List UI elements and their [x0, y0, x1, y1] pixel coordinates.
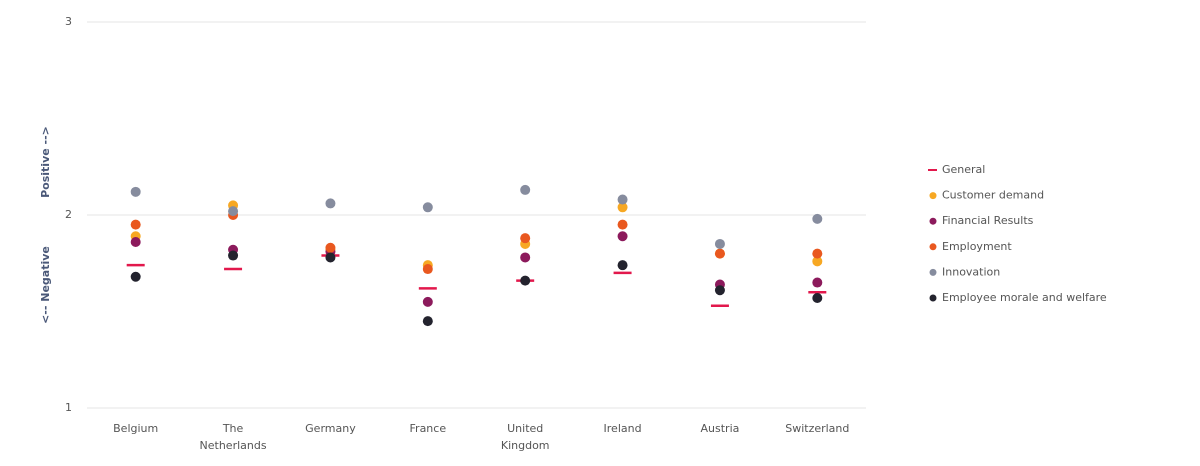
legend-marker: [929, 243, 937, 251]
dot: [714, 248, 725, 259]
dot: [617, 260, 628, 271]
x-tick-label: Austria: [700, 422, 740, 435]
dot: [714, 238, 725, 249]
legend-marker: [929, 294, 937, 302]
legend-marker: [929, 217, 937, 225]
x-tick-label: United Kingdom: [500, 422, 550, 452]
dot: [130, 271, 141, 282]
x-tick-label: Switzerland: [785, 422, 850, 435]
dot: [422, 296, 433, 307]
dot: [228, 206, 239, 217]
legend-label: General: [942, 163, 985, 176]
dot: [520, 252, 531, 263]
legend-marker: [929, 192, 937, 200]
legend-label: Financial Results: [942, 214, 1034, 227]
x-tick-label: Belgium: [113, 422, 159, 435]
y-label-negative: <-- Negative: [39, 246, 52, 324]
dot: [130, 219, 141, 230]
dot: [617, 231, 628, 242]
dot: [520, 233, 531, 244]
x-tick-label: Ireland: [603, 422, 642, 435]
dot: [520, 275, 531, 286]
x-tick-label: Germany: [305, 422, 356, 435]
dot: [617, 194, 628, 205]
dot: [812, 277, 823, 288]
x-tick-label: France: [409, 422, 447, 435]
legend-marker: [929, 268, 937, 276]
legend-label: Employment: [942, 240, 1012, 253]
dot: [812, 292, 823, 303]
y-tick-label: 2: [65, 208, 72, 221]
legend-label: Customer demand: [942, 189, 1044, 202]
dot: [325, 198, 336, 209]
legend-label: Innovation: [942, 265, 1000, 278]
dot: [812, 213, 823, 224]
dot: [812, 256, 823, 267]
dot: [130, 237, 141, 248]
dot: [325, 242, 336, 253]
legend-label: Employee morale and welfare: [942, 291, 1107, 304]
dot: [617, 219, 628, 230]
x-tick-label: The Netherlands: [199, 422, 267, 452]
dot: [422, 264, 433, 275]
dot: [812, 248, 823, 259]
dot: [714, 285, 725, 296]
dot: [617, 202, 628, 213]
dot: [422, 316, 433, 327]
dot: [520, 184, 531, 195]
dot: [130, 186, 141, 197]
y-label-positive: Positive -->: [39, 126, 52, 198]
dot: [422, 202, 433, 213]
dot: [325, 252, 336, 263]
dot: [228, 250, 239, 261]
y-tick-label: 3: [65, 15, 72, 28]
y-tick-label: 1: [65, 401, 72, 414]
